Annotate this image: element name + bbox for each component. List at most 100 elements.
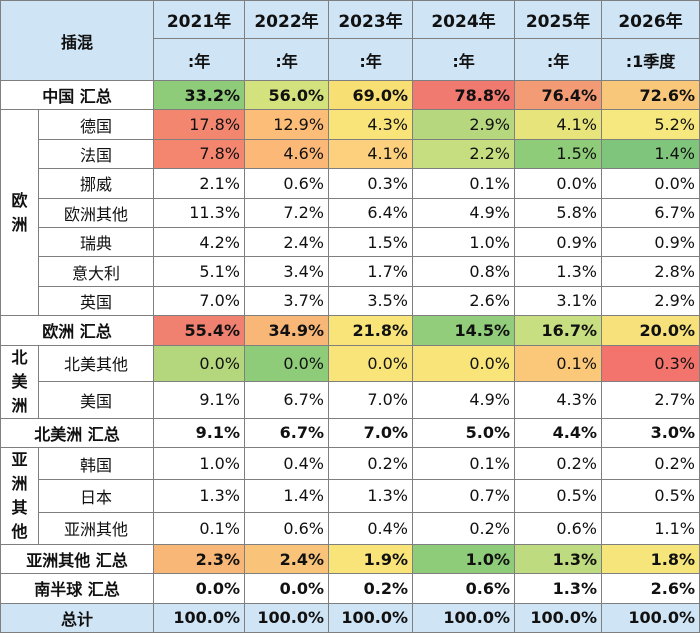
value-cell: 0.2% [412,511,516,545]
value-cell: 0.0% [601,168,700,199]
value-cell: 5.0% [412,417,516,448]
value-cell: 1.0% [153,446,246,481]
value-cell: 4.9% [412,197,516,228]
table-row: 日本 1.3% 1.4% 1.3% 0.7% 0.5% 0.5% [1,479,700,513]
value-cell: 9.1% [153,417,246,448]
table-row: 法国 7.8% 4.6% 4.1% 2.2% 1.5% 1.4% [1,138,700,170]
region-label: 北美洲 [0,344,39,419]
table-row: 瑞典 4.2% 2.4% 1.5% 1.0% 0.9% 0.9% [1,226,700,258]
country-label: 韩国 [37,446,155,481]
value-cell: 2.8% [601,256,700,287]
value-cell: 0.6% [412,573,516,604]
value-cell: 0.0% [244,573,330,604]
region-total-label: 亚洲其他 汇总 [0,543,155,575]
value-cell: 1.3% [514,543,603,575]
table-row: 意大利 5.1% 3.4% 1.7% 0.8% 1.3% 2.8% [1,256,700,287]
value-cell: 2.9% [412,109,516,140]
value-cell: 9.1% [153,381,246,419]
value-cell: 0.0% [412,344,516,383]
year-header: 2024年 [412,0,516,39]
value-cell: 0.5% [601,479,700,513]
year-header: 2021年 [153,0,246,39]
value-cell: 0.3% [328,168,414,199]
value-cell: 55.4% [153,315,246,346]
table-row: 亚洲其他 0.1% 0.6% 0.4% 0.2% 0.6% 1.1% [1,511,700,545]
value-cell: 0.8% [412,256,516,287]
header-row-years: 插混 2021年 2022年 2023年 2024年 2025年 2026年 [0,0,700,81]
table-row: 亚洲其他 韩国 1.0% 0.4% 0.2% 0.1% 0.2% 0.2% [0,446,700,545]
value-cell: 11.3% [153,197,246,228]
period-header: :年 [244,38,330,81]
value-cell: 34.9% [244,315,330,346]
value-cell: 0.1% [153,511,246,545]
value-cell: 5.8% [514,197,603,228]
value-cell: 2.4% [244,226,330,258]
region-text: 欧洲 [11,190,28,234]
table-row: 南半球 汇总 0.0% 0.0% 0.2% 0.6% 1.3% 2.6% [0,573,700,604]
value-cell: 0.3% [601,344,700,383]
value-cell: 14.5% [412,315,516,346]
value-cell: 76.4% [514,79,603,111]
value-cell: 1.8% [601,543,700,575]
header-row-periods: :年:年:年:年:年:1季度 [1,38,700,81]
value-cell: 4.3% [514,381,603,419]
value-cell: 0.6% [514,511,603,545]
value-cell: 1.4% [244,479,330,513]
value-cell: 56.0% [244,79,330,111]
country-label: 德国 [37,109,155,140]
value-cell: 0.9% [514,226,603,258]
value-cell: 7.8% [153,138,246,170]
country-label: 美国 [37,381,155,419]
value-cell: 1.0% [412,543,516,575]
value-cell: 7.0% [328,417,414,448]
country-label: 北美其他 [37,344,155,383]
period-header: :年 [514,38,603,81]
value-cell: 0.7% [412,479,516,513]
period-header: :年 [328,38,414,81]
value-cell: 0.9% [601,226,700,258]
value-cell: 100.0% [514,602,603,633]
value-cell: 69.0% [328,79,414,111]
country-label: 挪威 [37,168,155,199]
value-cell: 2.6% [412,285,516,317]
value-cell: 3.7% [244,285,330,317]
value-cell: 1.3% [328,479,414,513]
value-cell: 21.8% [328,315,414,346]
table-row: 中国 汇总 33.2% 56.0% 69.0% 78.8% 76.4% 72.6% [0,79,700,111]
value-cell: 1.4% [601,138,700,170]
table-row: 总计 100.0% 100.0% 100.0% 100.0% 100.0% 100.0% [0,602,700,633]
value-cell: 4.1% [514,109,603,140]
table-row: 欧洲 汇总 55.4% 34.9% 21.8% 14.5% 16.7% 20.0% [0,315,700,346]
country-label: 亚洲其他 [37,511,155,545]
value-cell: 5.2% [601,109,700,140]
country-label: 意大利 [37,256,155,287]
value-cell: 100.0% [412,602,516,633]
value-cell: 2.1% [153,168,246,199]
region-text: 亚洲其他 [11,449,28,541]
table-row: 北美洲 汇总 9.1% 6.7% 7.0% 5.0% 4.4% 3.0% [0,417,700,448]
value-cell: 4.4% [514,417,603,448]
value-cell: 100.0% [328,602,414,633]
value-cell: 1.9% [328,543,414,575]
value-cell: 6.7% [244,381,330,419]
year-header: 2025年 [514,0,603,39]
value-cell: 0.6% [244,511,330,545]
region-label: 亚洲其他 [0,446,39,545]
table-row: 北美洲 北美其他 0.0% 0.0% 0.0% 0.0% 0.1% 0.3% [0,344,700,419]
region-label: 欧洲 [0,109,39,317]
region-total-label: 北美洲 汇总 [0,417,155,448]
value-cell: 2.9% [601,285,700,317]
value-cell: 7.0% [153,285,246,317]
value-cell: 0.6% [244,168,330,199]
value-cell: 100.0% [153,602,246,633]
country-label: 法国 [37,138,155,170]
value-cell: 6.7% [601,197,700,228]
value-cell: 3.5% [328,285,414,317]
value-cell: 72.6% [601,79,700,111]
country-label: 欧洲其他 [37,197,155,228]
value-cell: 0.0% [328,344,414,383]
value-cell: 2.6% [601,573,700,604]
table-row: 美国 9.1% 6.7% 7.0% 4.9% 4.3% 2.7% [1,381,700,419]
value-cell: 0.0% [153,573,246,604]
